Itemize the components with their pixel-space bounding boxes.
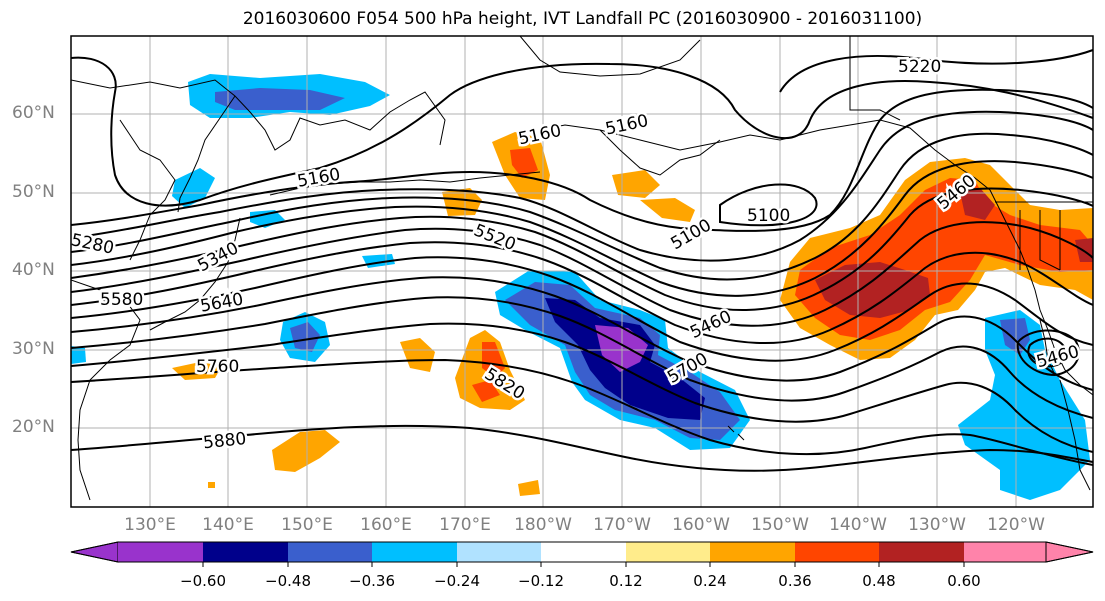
lon-label-180w: 180°W bbox=[514, 515, 572, 535]
contour-5220 bbox=[779, 49, 1093, 93]
coastline-okhotsk bbox=[119, 119, 176, 261]
coastline-alaska-peninsula bbox=[599, 129, 721, 176]
colorbar-tick-label: 0.48 bbox=[862, 572, 896, 590]
colorbar-segment bbox=[879, 542, 964, 562]
positive-region-small-1 bbox=[400, 338, 435, 372]
contour-5880 bbox=[71, 424, 1093, 472]
colorbar-outline bbox=[70, 541, 1094, 563]
contour-5340 bbox=[71, 160, 1093, 297]
lat-label-30n: 30°N bbox=[12, 339, 55, 359]
colorbar-tick-label: −0.60 bbox=[180, 572, 226, 590]
contour-label-5220: 5220 bbox=[898, 57, 941, 77]
coastlines bbox=[71, 36, 1093, 501]
colorbar bbox=[70, 541, 1094, 567]
lon-label-150e: 150°E bbox=[281, 515, 333, 535]
contour-5820 bbox=[71, 358, 1093, 466]
colorbar-extend-min bbox=[70, 541, 119, 563]
colorbar-tick-label: 0.36 bbox=[778, 572, 812, 590]
lat-label-60n: 60°N bbox=[12, 103, 55, 123]
colorbar-ticks bbox=[202, 562, 965, 567]
colorbar-segment bbox=[626, 542, 710, 562]
contour-5520 bbox=[71, 221, 1093, 327]
lon-label-120w: 120°W bbox=[987, 515, 1045, 535]
lon-label-160e: 160°E bbox=[360, 515, 412, 535]
contour-5580 bbox=[71, 241, 1093, 345]
colorbar-tick-label: −0.24 bbox=[434, 572, 480, 590]
contour-5760 bbox=[71, 322, 1093, 453]
height-contours bbox=[71, 49, 1093, 472]
positive-region-alaska-3 bbox=[640, 198, 695, 222]
lon-label-130w: 130°W bbox=[908, 515, 966, 535]
contour-label-5760: 5760 bbox=[196, 357, 239, 377]
positive-region-alaska-2 bbox=[612, 170, 660, 198]
coastline-kamchatka bbox=[177, 95, 236, 213]
lat-label-50n: 50°N bbox=[12, 182, 55, 202]
colorbar-segment bbox=[457, 542, 541, 562]
positive-region-mid-pacific-core bbox=[482, 342, 505, 378]
contour-c bbox=[71, 187, 1093, 312]
lat-label-20n: 20°N bbox=[12, 417, 55, 437]
negative-region-bering-core bbox=[215, 88, 345, 110]
coastline-mexico bbox=[1059, 379, 1091, 491]
colorbar-tick-label: 0.24 bbox=[693, 572, 727, 590]
border-us-states bbox=[1019, 210, 1061, 271]
positive-region-coast-core bbox=[960, 188, 995, 220]
coastline-hawaii bbox=[727, 425, 745, 441]
colorbar-segment bbox=[710, 542, 795, 562]
colorbar-segment bbox=[541, 542, 626, 562]
colorbar-tick-label: −0.48 bbox=[265, 572, 311, 590]
map-title: 2016030600 F054 500 hPa height, IVT Land… bbox=[242, 9, 923, 29]
positive-region-small-2 bbox=[172, 362, 222, 380]
negative-region-bonin-core bbox=[290, 322, 320, 352]
colorbar-segment bbox=[118, 542, 203, 562]
lon-label-170e: 170°E bbox=[439, 515, 491, 535]
positive-region-west-coast-core bbox=[815, 262, 930, 318]
contour-closed-low-1 bbox=[1016, 329, 1080, 377]
positive-region-alaska-1-core bbox=[510, 148, 538, 178]
contour-a bbox=[71, 88, 1093, 232]
coastline-na-west bbox=[989, 189, 1093, 396]
map-frame bbox=[70, 35, 1094, 508]
contour-5640 bbox=[71, 256, 1093, 362]
positive-region-dot bbox=[208, 482, 215, 488]
contour-5100 bbox=[719, 183, 818, 227]
colorbar-segment bbox=[288, 542, 372, 562]
colorbar-extend-max bbox=[1045, 541, 1094, 563]
negative-region-east-pacific bbox=[958, 310, 1090, 500]
colorbar-segment bbox=[372, 542, 457, 562]
colorbar-tick-label: −0.36 bbox=[349, 572, 395, 590]
coastline-siberia bbox=[71, 79, 446, 151]
contour-label-5100: 5100 bbox=[747, 206, 790, 226]
contour-5160 bbox=[71, 56, 1093, 207]
lon-label-140w: 140°W bbox=[829, 515, 887, 535]
positive-region-mid-pacific-core-2 bbox=[472, 380, 500, 402]
contour-b bbox=[71, 110, 1093, 262]
map-content: 5220 5160 5160 5160 5100 5100 5280 5340 … bbox=[71, 36, 1093, 507]
colorbar-tick-label: 0.12 bbox=[609, 572, 643, 590]
colorbar-tick-label: 0.60 bbox=[947, 572, 981, 590]
contour-5280 bbox=[71, 132, 1093, 281]
positive-region-south-west bbox=[272, 430, 340, 472]
lon-label-160w: 160°W bbox=[672, 515, 730, 535]
lat-label-40n: 40°N bbox=[12, 260, 55, 280]
colorbar-segment bbox=[964, 542, 1046, 562]
colorbar-segment bbox=[203, 542, 288, 562]
border-canada bbox=[849, 36, 1093, 203]
lon-label-170w: 170°W bbox=[593, 515, 651, 535]
lon-label-130e: 130°E bbox=[124, 515, 176, 535]
lon-label-150w: 150°W bbox=[751, 515, 809, 535]
colorbar-tick-label: −0.12 bbox=[518, 572, 564, 590]
lon-label-140e: 140°E bbox=[202, 515, 254, 535]
positive-region-south bbox=[518, 480, 540, 496]
contour-closed-low-2 bbox=[1027, 337, 1068, 368]
contour-5700 bbox=[71, 296, 1093, 419]
contour-label-5580: 5580 bbox=[100, 290, 143, 310]
negative-region-east-pacific-mid bbox=[1000, 318, 1030, 355]
colorbar-segment bbox=[795, 542, 879, 562]
contour-d bbox=[71, 276, 1093, 391]
